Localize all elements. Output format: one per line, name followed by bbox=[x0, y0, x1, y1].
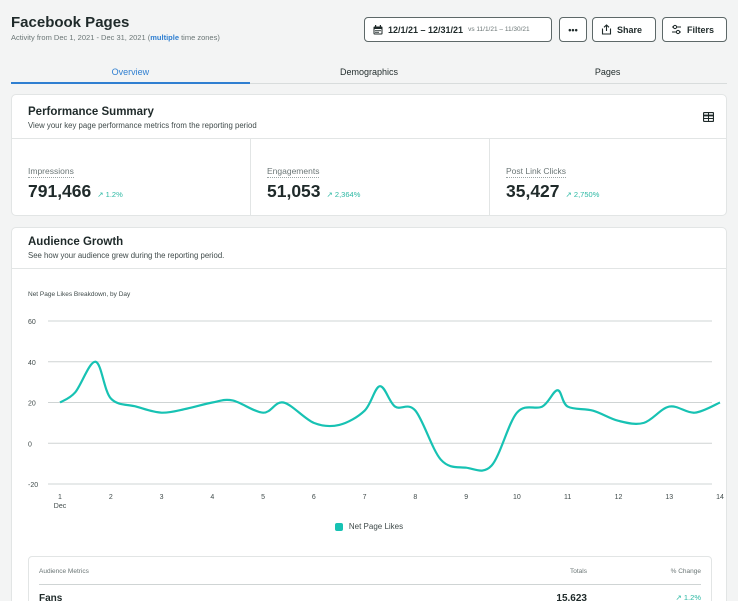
metric-change-value: 2,364% bbox=[334, 190, 361, 199]
trend-up-icon: ↗ bbox=[97, 190, 104, 199]
y-tick-label: 20 bbox=[28, 401, 36, 408]
tab-demographics[interactable]: Demographics bbox=[339, 67, 399, 77]
x-tick-label: 9 bbox=[464, 494, 468, 501]
x-tick-label: 11 bbox=[564, 494, 571, 501]
calendar-icon bbox=[373, 24, 383, 34]
x-tick-label: 7 bbox=[363, 494, 367, 501]
time-zones-link[interactable]: multiple bbox=[150, 33, 179, 42]
x-tick-label: 4 bbox=[210, 494, 214, 501]
metric-value: 35,427 bbox=[506, 181, 560, 201]
chart-title: Net Page Likes Breakdown, by Day bbox=[28, 291, 131, 298]
engagements-metric: Engagements 51,053 ↗ 2,364% bbox=[251, 139, 490, 216]
trend-up-icon: ↗ bbox=[675, 593, 682, 601]
filters-button[interactable]: Filters bbox=[662, 17, 727, 42]
filters-label: Filters bbox=[687, 24, 715, 35]
x-tick-label: 6 bbox=[312, 494, 316, 501]
subtitle-prefix: Activity from Dec 1, 2021 - Dec 31, 2021… bbox=[11, 33, 151, 42]
metric-value: 791,466 bbox=[28, 181, 92, 201]
table-header-divider bbox=[39, 584, 701, 585]
row-total: 15,623 bbox=[556, 593, 587, 601]
x-tick-label: 12 bbox=[615, 494, 623, 501]
row-label: Fans bbox=[39, 593, 63, 601]
card-divider bbox=[12, 138, 726, 139]
performance-summary-subtitle: View your key page performance metrics f… bbox=[28, 121, 257, 130]
audience-growth-card: Audience Growth See how your audience gr… bbox=[11, 227, 727, 601]
metric-change: ↗ 1.2% bbox=[97, 190, 123, 199]
metric-change-value: 2,750% bbox=[573, 190, 600, 199]
metric-label[interactable]: Engagements bbox=[267, 166, 320, 178]
audience-growth-subtitle: See how your audience grew during the re… bbox=[28, 251, 225, 260]
top-bar: Facebook Pages Activity from Dec 1, 2021… bbox=[0, 0, 738, 60]
metric-value: 51,053 bbox=[267, 181, 321, 201]
compare-range-label: vs 11/1/21 – 11/30/21 bbox=[468, 26, 530, 33]
x-tick-sublabel: Dec bbox=[54, 503, 67, 510]
y-tick-label: -20 bbox=[28, 482, 38, 489]
x-tick-label: 3 bbox=[160, 494, 164, 501]
metric-change: ↗ 2,750% bbox=[566, 190, 600, 199]
date-range-button[interactable]: 12/1/21 – 12/31/21 vs 11/1/21 – 11/30/21 bbox=[364, 17, 552, 42]
x-tick-label: 5 bbox=[261, 494, 265, 501]
share-button[interactable]: Share bbox=[592, 17, 656, 42]
metric-label[interactable]: Post Link Clicks bbox=[506, 166, 566, 178]
performance-summary-title: Performance Summary bbox=[28, 106, 154, 118]
report-tabs: Overview Demographics Pages bbox=[11, 60, 727, 84]
x-tick-label: 14 bbox=[716, 494, 724, 501]
date-range-label: 12/1/21 – 12/31/21 bbox=[388, 24, 464, 35]
subtitle-suffix: time zones) bbox=[179, 33, 220, 42]
legend-swatch bbox=[334, 522, 343, 531]
x-tick-label: 1 bbox=[58, 494, 62, 501]
page-subtitle: Activity from Dec 1, 2021 - Dec 31, 2021… bbox=[11, 33, 220, 42]
tab-overview[interactable]: Overview bbox=[11, 60, 250, 84]
audience-growth-title: Audience Growth bbox=[28, 236, 124, 248]
performance-summary-card: Performance Summary View your key page p… bbox=[11, 94, 727, 216]
y-tick-label: 60 bbox=[28, 319, 36, 326]
audience-metrics-table: Audience Metrics Totals % Change Fans 15… bbox=[28, 556, 712, 601]
y-tick-label: 40 bbox=[28, 360, 36, 367]
column-header-metric: Audience Metrics bbox=[39, 568, 89, 575]
page-title: Facebook Pages bbox=[11, 14, 130, 31]
x-tick-label: 8 bbox=[413, 494, 417, 501]
row-change: ↗ 1.2% bbox=[676, 593, 702, 601]
impressions-metric: Impressions 791,466 ↗ 1.2% bbox=[12, 139, 251, 216]
legend-label: Net Page Likes bbox=[348, 522, 404, 531]
trend-up-icon: ↗ bbox=[326, 190, 333, 199]
column-header-totals: Totals bbox=[570, 568, 587, 575]
metric-change-value: 1.2% bbox=[105, 190, 123, 199]
series-line-net-page-likes bbox=[59, 360, 721, 472]
filters-icon bbox=[672, 24, 681, 35]
table-header: Audience Metrics Totals % Change bbox=[29, 557, 711, 584]
card-divider bbox=[12, 268, 726, 269]
chart-legend[interactable]: Net Page Likes bbox=[12, 522, 726, 531]
table-icon[interactable] bbox=[703, 112, 714, 122]
y-tick-label: 0 bbox=[28, 441, 32, 448]
x-tick-label: 2 bbox=[109, 494, 113, 501]
trend-up-icon: ↗ bbox=[565, 190, 572, 199]
row-change-value: 1.2% bbox=[683, 593, 701, 601]
more-options-button[interactable]: ••• bbox=[559, 17, 587, 42]
column-header-change: % Change bbox=[670, 568, 701, 575]
metric-change: ↗ 2,364% bbox=[327, 190, 361, 199]
metric-label[interactable]: Impressions bbox=[28, 166, 74, 178]
x-tick-label: 10 bbox=[513, 494, 521, 501]
share-label: Share bbox=[617, 24, 643, 35]
post-link-clicks-metric: Post Link Clicks 35,427 ↗ 2,750% bbox=[490, 139, 728, 216]
share-icon bbox=[601, 24, 612, 35]
more-icon: ••• bbox=[568, 24, 578, 35]
x-tick-label: 13 bbox=[665, 494, 673, 501]
table-row: Fans 15,623 ↗ 1.2% bbox=[29, 590, 711, 601]
tab-pages[interactable]: Pages bbox=[594, 67, 621, 77]
